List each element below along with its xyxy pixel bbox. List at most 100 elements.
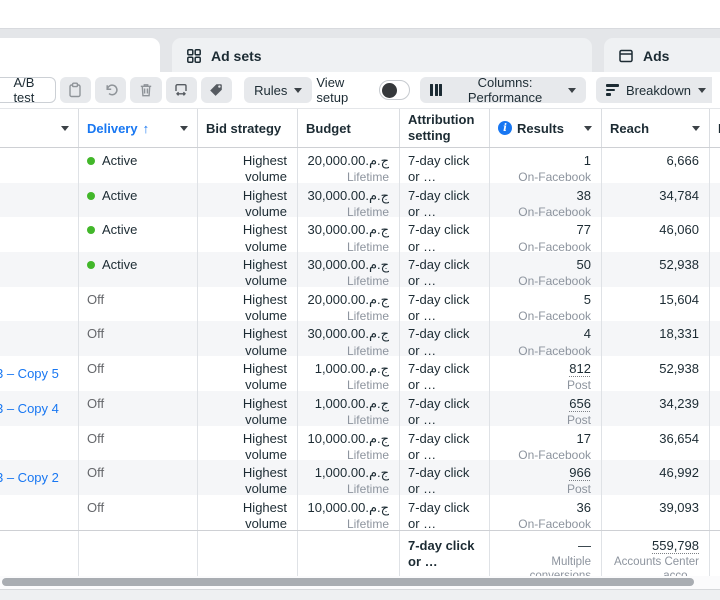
results-type-label: On-Facebook Leads bbox=[518, 343, 591, 357]
results-type-label: On-Facebook Leads bbox=[518, 239, 591, 253]
attribution-cell: 7-day click or … bbox=[399, 148, 489, 183]
delete-button[interactable] bbox=[130, 77, 162, 103]
column-header-budget[interactable]: Budget bbox=[297, 109, 399, 147]
bid-strategy-cell: Highest volume bbox=[197, 252, 297, 287]
table-row[interactable]: 3 – Copy 4 Off Highest volume 1,000.00ج.… bbox=[0, 390, 720, 426]
results-type-label: On-Facebook Leads bbox=[518, 274, 591, 287]
results-type-label: Post engagements bbox=[566, 413, 591, 426]
tab-ad-sets[interactable]: Ad sets bbox=[172, 38, 592, 73]
results-cell: 812 Post engagements bbox=[489, 356, 601, 391]
budget-amount: 10,000.00ج.م.‏ bbox=[307, 499, 389, 515]
duplicate-button[interactable] bbox=[59, 77, 92, 103]
bid-strategy-cell: Highest volume bbox=[197, 182, 297, 218]
chevron-down-icon bbox=[567, 87, 576, 93]
info-icon[interactable]: i bbox=[498, 121, 512, 135]
adset-name-link[interactable]: 3 – Copy 2 bbox=[0, 470, 59, 486]
sort-ascending-icon: ↑ bbox=[142, 120, 150, 136]
summary-reach-value[interactable]: 559,798 bbox=[652, 537, 699, 553]
attribution-cell: 7-day click or … bbox=[399, 286, 489, 322]
adset-name-cell bbox=[0, 426, 78, 461]
table-row[interactable]: Active Highest volume 30,000.00ج.م.‏ Lif… bbox=[0, 252, 720, 287]
summary-results: — Multiple conversions bbox=[489, 530, 601, 576]
budget-schedule: Lifetime bbox=[346, 378, 389, 391]
table-row[interactable]: Active Highest volume 20,000.00ج.م.‏ Lif… bbox=[0, 148, 720, 183]
results-cell: 38 On-Facebook Leads bbox=[489, 182, 601, 218]
delivery-cell: Active bbox=[78, 217, 197, 253]
tab-ads[interactable]: Ads bbox=[604, 38, 720, 73]
page-footer bbox=[0, 588, 720, 600]
undo-icon bbox=[106, 84, 118, 96]
adset-name-link[interactable]: 3 – Copy 5 bbox=[0, 366, 59, 382]
ad-sets-grid-icon bbox=[186, 48, 202, 64]
delivery-status: Active bbox=[87, 222, 189, 238]
breakdown-dropdown[interactable]: Breakdown bbox=[595, 77, 712, 103]
results-type-label: On-Facebook Leads bbox=[518, 309, 591, 322]
reach-cell: 34,784 bbox=[601, 182, 709, 218]
budget-amount: 30,000.00ج.م.‏ bbox=[307, 187, 389, 203]
budget-schedule: Lifetime bbox=[346, 274, 389, 287]
column-header-bid-strategy[interactable]: Bid strategy bbox=[197, 109, 297, 147]
rules-dropdown[interactable]: Rules bbox=[244, 77, 313, 103]
table-body: Active Highest volume 20,000.00ج.م.‏ Lif… bbox=[0, 148, 720, 530]
results-value: 1 bbox=[583, 153, 591, 168]
results-cell: 77 On-Facebook Leads bbox=[489, 217, 601, 253]
results-value: 77 bbox=[576, 222, 591, 238]
column-header-delivery[interactable]: Delivery ↑ bbox=[78, 109, 197, 147]
bid-strategy-cell: Highest volume bbox=[197, 217, 297, 253]
column-header-name[interactable] bbox=[0, 109, 78, 147]
table-row[interactable]: Off Highest volume 20,000.00ج.م.‏ Lifeti… bbox=[0, 286, 720, 322]
table-summary-row: 7-day click or … — Multiple conversions … bbox=[0, 529, 720, 576]
table-row[interactable]: Active Highest volume 30,000.00ج.م.‏ Lif… bbox=[0, 217, 720, 253]
column-header-attribution[interactable]: Attribution setting bbox=[399, 109, 489, 147]
chevron-down-icon bbox=[294, 87, 303, 93]
column-header-results[interactable]: i Results bbox=[489, 109, 601, 147]
results-value: 4 bbox=[583, 326, 591, 342]
delivery-status-label: Off bbox=[87, 291, 105, 307]
table-row[interactable]: Off Highest volume 10,000.00ج.م.‏ Lifeti… bbox=[0, 494, 720, 530]
table-row[interactable]: Off Highest volume 30,000.00ج.م.‏ Lifeti… bbox=[0, 321, 720, 357]
budget-schedule: Lifetime bbox=[346, 343, 389, 357]
budget-schedule: Lifetime bbox=[346, 309, 389, 322]
impressions-cell bbox=[709, 321, 720, 357]
columns-dropdown[interactable]: Columns: Performance bbox=[420, 75, 586, 105]
delivery-status: Active bbox=[87, 188, 189, 204]
results-value: 812 bbox=[569, 361, 591, 377]
delivery-cell: Off bbox=[78, 390, 197, 426]
table-row[interactable]: Active Highest volume 30,000.00ج.م.‏ Lif… bbox=[0, 182, 720, 218]
results-cell: 4 On-Facebook Leads bbox=[489, 321, 601, 357]
clipboard-icon bbox=[69, 82, 82, 98]
results-value: 656 bbox=[569, 395, 591, 411]
summary-results-label: Multiple conversions bbox=[530, 555, 591, 576]
tab-ads-label: Ads bbox=[643, 47, 670, 64]
scrollbar-thumb[interactable] bbox=[2, 577, 694, 586]
ab-test-button[interactable]: A/B test bbox=[0, 77, 56, 103]
view-setup-toggle[interactable] bbox=[378, 80, 411, 100]
tags-button[interactable] bbox=[200, 77, 233, 103]
delivery-status-label: Active bbox=[102, 222, 138, 238]
impressions-header-label: Impressions bbox=[718, 120, 720, 136]
chevron-down-icon bbox=[61, 126, 69, 131]
column-header-impressions[interactable]: Impressions bbox=[709, 109, 720, 147]
export-button[interactable] bbox=[165, 77, 197, 103]
delivery-status-label: Off bbox=[87, 499, 105, 515]
impressions-cell bbox=[709, 252, 720, 287]
budget-cell: 30,000.00ج.م.‏ Lifetime bbox=[297, 217, 399, 253]
delivery-status-label: Active bbox=[102, 153, 138, 168]
active-status-dot-icon bbox=[87, 226, 95, 235]
table-row[interactable]: 3 – Copy 2 Off Highest volume 1,000.00ج.… bbox=[0, 460, 720, 495]
impressions-cell bbox=[709, 182, 720, 218]
budget-amount: 1,000.00ج.م.‏ bbox=[314, 465, 389, 481]
attribution-cell: 7-day click or … bbox=[399, 425, 489, 461]
table-row[interactable]: 3 – Copy 5 Off Highest volume 1,000.00ج.… bbox=[0, 356, 720, 391]
impressions-cell bbox=[709, 494, 720, 530]
table-row[interactable]: Off Highest volume 10,000.00ج.م.‏ Lifeti… bbox=[0, 425, 720, 461]
toggle-knob bbox=[381, 82, 397, 98]
budget-amount: 1,000.00ج.م.‏ bbox=[314, 395, 389, 411]
summary-bid-cell bbox=[197, 530, 297, 576]
column-header-reach[interactable]: Reach bbox=[601, 109, 709, 147]
adset-name-link[interactable]: 3 – Copy 4 bbox=[0, 400, 59, 416]
tab-campaigns[interactable] bbox=[0, 38, 160, 73]
budget-cell: 20,000.00ج.م.‏ Lifetime bbox=[297, 286, 399, 322]
bid-strategy-cell: Highest volume bbox=[197, 321, 297, 357]
undo-button[interactable] bbox=[95, 77, 127, 103]
